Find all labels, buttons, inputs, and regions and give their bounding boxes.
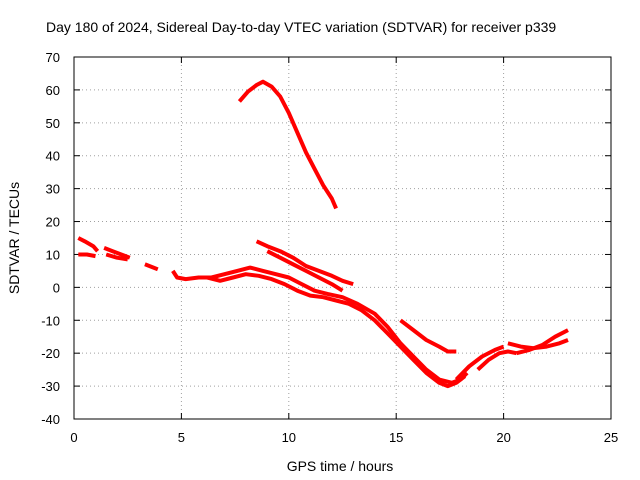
y-axis-label: SDTVAR / TECUs bbox=[6, 182, 22, 294]
y-tick-label: 0 bbox=[53, 280, 60, 295]
grid bbox=[74, 57, 611, 419]
data-series bbox=[77, 79, 569, 389]
series-arc-11 bbox=[454, 344, 505, 381]
series-arc-7 bbox=[206, 272, 467, 389]
y-tick-label: 50 bbox=[46, 116, 60, 131]
y-tick-label: -30 bbox=[41, 379, 60, 394]
x-tick-label: 25 bbox=[604, 430, 618, 445]
series-arc-8 bbox=[255, 239, 354, 287]
x-tick-label: 15 bbox=[389, 430, 403, 445]
axis-ticks: 0 5 10 15 20 25 -40 -30 -20 -10 0 10 20 30 40 50 60 70 bbox=[41, 50, 618, 445]
series-arc-5 bbox=[144, 262, 159, 272]
series-arc-15 bbox=[237, 79, 338, 210]
series-arc-6 bbox=[171, 265, 469, 385]
x-tick-label: 20 bbox=[496, 430, 510, 445]
plot-frame bbox=[73, 56, 612, 420]
y-tick-label: 40 bbox=[46, 149, 60, 164]
y-tick-label: 60 bbox=[46, 83, 60, 98]
y-tick-label: 10 bbox=[46, 247, 60, 262]
x-tick-label: 10 bbox=[282, 430, 296, 445]
y-tick-label: -40 bbox=[41, 412, 60, 427]
series-arc-1 bbox=[77, 236, 100, 253]
series-arc-4 bbox=[105, 252, 129, 262]
y-tick-label: 70 bbox=[46, 50, 60, 65]
series-arc-2 bbox=[78, 252, 96, 259]
y-tick-label: 20 bbox=[46, 215, 60, 230]
y-tick-label: -10 bbox=[41, 313, 60, 328]
y-tick-label: -20 bbox=[41, 346, 60, 361]
series-arc-9 bbox=[266, 249, 344, 293]
series-arc-14 bbox=[516, 328, 569, 356]
series-arc-10 bbox=[399, 318, 457, 354]
x-axis-label: GPS time / hours bbox=[287, 458, 394, 474]
series-arc-12 bbox=[476, 349, 517, 372]
x-tick-label: 5 bbox=[178, 430, 185, 445]
chart-title: Day 180 of 2024, Sidereal Day-to-day VTE… bbox=[46, 19, 556, 35]
series-arc-3 bbox=[103, 246, 131, 260]
x-tick-label: 0 bbox=[70, 430, 77, 445]
y-tick-label: 30 bbox=[46, 182, 60, 197]
